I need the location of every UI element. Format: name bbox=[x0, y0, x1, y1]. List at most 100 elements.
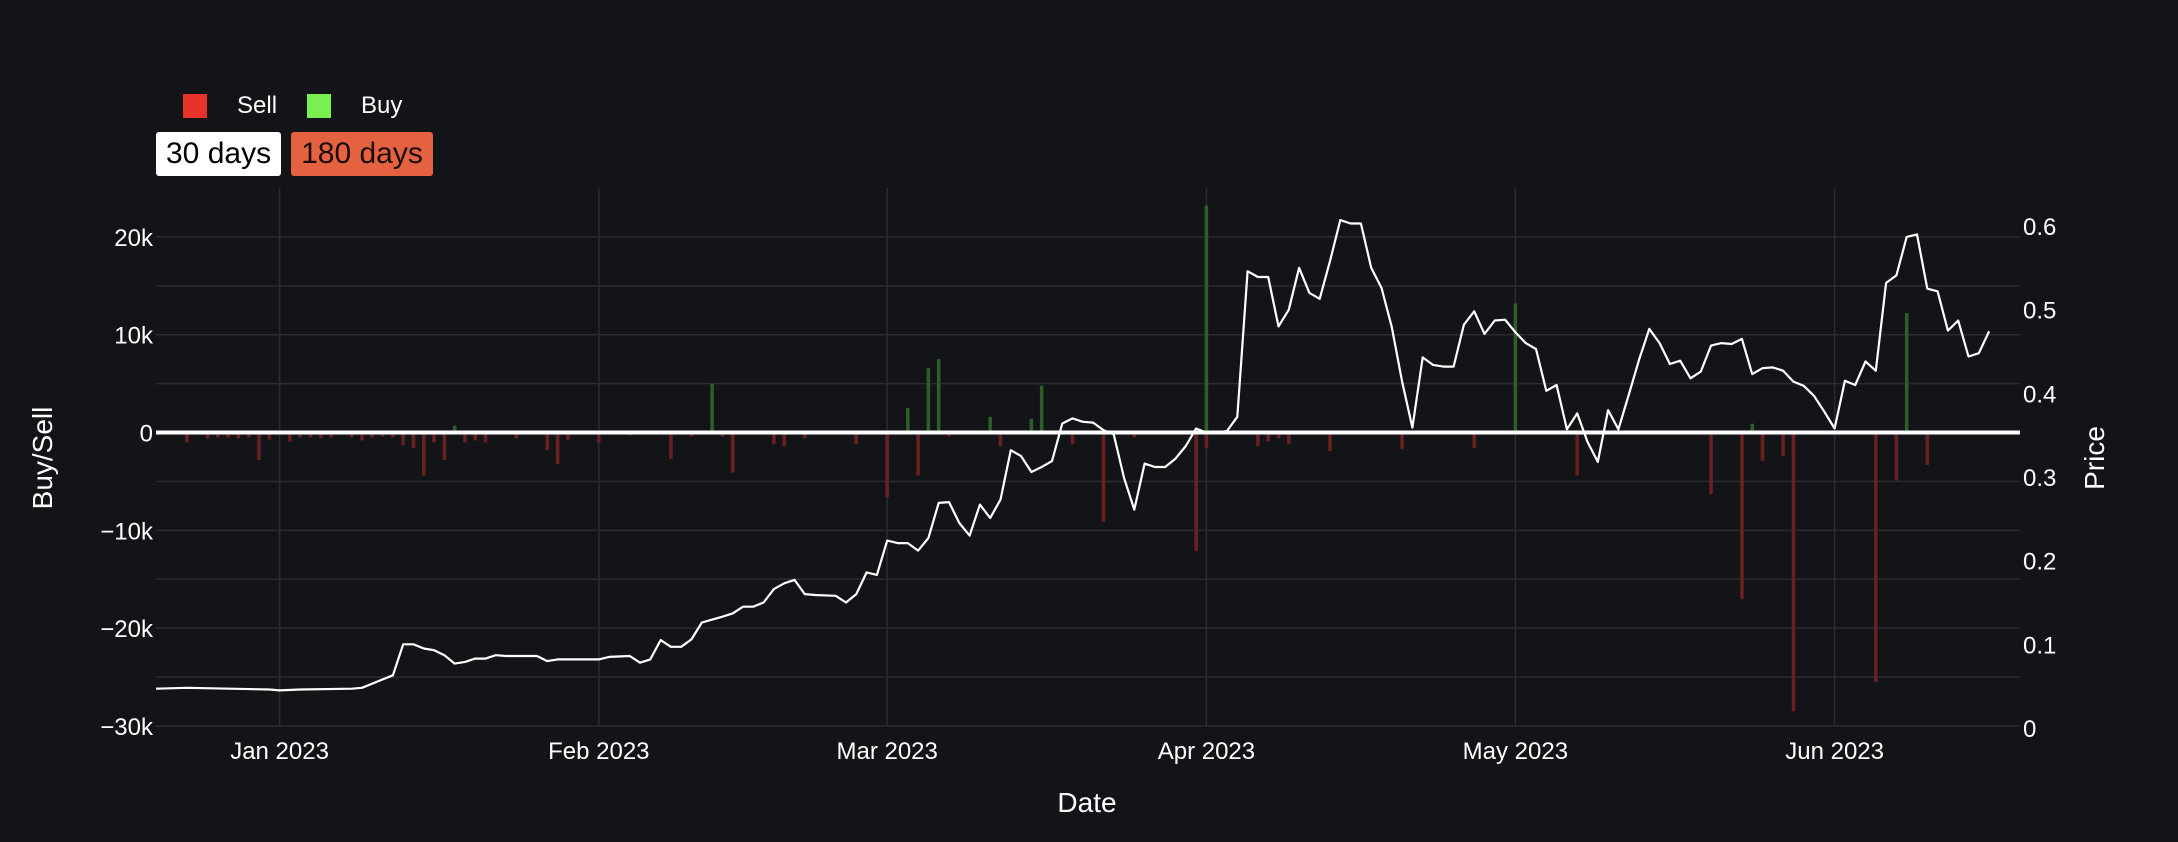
y-right-tick-label: 0.3 bbox=[2023, 465, 2056, 492]
sell-bar bbox=[349, 432, 354, 438]
sell-bar bbox=[730, 432, 735, 473]
sell-bar bbox=[1791, 432, 1796, 712]
y-right-tick-label: 0.1 bbox=[2023, 632, 2056, 659]
sell-bar bbox=[216, 432, 220, 438]
buy-bar bbox=[1039, 385, 1044, 433]
sell-bar bbox=[545, 432, 550, 451]
sell-bar bbox=[885, 432, 889, 498]
sell-bar bbox=[1266, 432, 1270, 442]
x-axis-title: Date bbox=[1057, 787, 1116, 818]
x-tick-label: Apr 2023 bbox=[1158, 738, 1255, 765]
sell-bar bbox=[205, 432, 210, 439]
sell-bar bbox=[442, 432, 447, 460]
sell-bar bbox=[1400, 432, 1404, 450]
sell-bar bbox=[422, 432, 426, 476]
sell-bar bbox=[370, 432, 375, 438]
sell-bar bbox=[432, 432, 436, 443]
y-left-tick-label: 0 bbox=[140, 421, 153, 448]
sell-bar bbox=[401, 432, 405, 446]
buy-bar bbox=[1513, 303, 1518, 433]
sell-bar bbox=[1781, 432, 1785, 457]
x-tick-label: Jan 2023 bbox=[230, 738, 329, 765]
sell-bar bbox=[473, 432, 477, 441]
bars bbox=[185, 205, 1930, 712]
sell-bar bbox=[185, 432, 189, 443]
legend-item-buy[interactable]: Buy bbox=[307, 92, 402, 120]
y-left-tick-label: −20k bbox=[100, 616, 154, 643]
sell-bar bbox=[483, 432, 488, 443]
sell-bar bbox=[782, 432, 786, 447]
price-line bbox=[155, 219, 1991, 692]
sell-bar bbox=[246, 432, 251, 438]
legend: Sell Buy bbox=[183, 92, 432, 120]
sell-bar bbox=[1132, 432, 1137, 438]
sell-bar bbox=[1925, 432, 1930, 465]
legend-label-sell: Sell bbox=[237, 92, 278, 119]
sell-bar bbox=[597, 432, 601, 443]
y-axis-left-title: Buy/Sell bbox=[27, 407, 58, 510]
sell-bar bbox=[1740, 432, 1744, 599]
buy-swatch-icon bbox=[307, 94, 332, 118]
sell-bar bbox=[1575, 432, 1579, 476]
sell-bar bbox=[1328, 432, 1332, 452]
y-right-tick-label: 0.2 bbox=[2023, 549, 2056, 576]
sell-bar bbox=[1472, 432, 1476, 449]
buy-bar bbox=[926, 367, 931, 433]
sell-bar bbox=[1194, 432, 1198, 551]
sell-bar bbox=[298, 432, 302, 438]
sell-bar bbox=[998, 432, 1003, 447]
sell-bar bbox=[1760, 432, 1765, 461]
sell-bar bbox=[1070, 432, 1075, 445]
sell-bar bbox=[236, 432, 241, 439]
sell-bar bbox=[1101, 432, 1106, 522]
x-tick-label: Feb 2023 bbox=[548, 738, 649, 765]
sell-bar bbox=[226, 432, 230, 438]
sell-bar bbox=[411, 432, 416, 449]
y-right-tick-label: 0.4 bbox=[2023, 381, 2056, 408]
sell-bar bbox=[1256, 432, 1260, 447]
buy-bar bbox=[988, 416, 992, 433]
sell-bar bbox=[360, 432, 364, 441]
sell-bar bbox=[1276, 432, 1281, 439]
sell-bar bbox=[391, 432, 395, 438]
sell-bar bbox=[463, 432, 467, 443]
y-left-tick-label: −10k bbox=[100, 518, 154, 545]
sell-bar bbox=[267, 432, 272, 440]
sell-bar bbox=[1204, 432, 1209, 449]
legend-item-sell[interactable]: Sell bbox=[183, 92, 277, 120]
y-right-tick-label: 0.5 bbox=[2023, 298, 2056, 325]
buy-bar bbox=[1029, 418, 1034, 433]
sell-bar bbox=[1709, 432, 1713, 495]
sell-bar bbox=[1874, 432, 1878, 682]
sell-bar bbox=[1287, 432, 1291, 445]
buy-bar bbox=[1204, 205, 1209, 433]
x-tick-label: Jun 2023 bbox=[1785, 738, 1884, 765]
range-180-days-button[interactable]: 180 days bbox=[291, 132, 433, 176]
y-left-tick-label: 10k bbox=[114, 323, 154, 350]
sell-bar bbox=[803, 432, 807, 439]
range-30-days-button[interactable]: 30 days bbox=[156, 132, 282, 176]
sell-bar bbox=[1894, 432, 1899, 481]
sell-bar bbox=[854, 432, 859, 445]
sell-bar bbox=[514, 432, 519, 439]
sell-bar bbox=[257, 432, 261, 460]
y-axis-right-title: Price bbox=[2079, 426, 2110, 490]
x-tick-label: May 2023 bbox=[1463, 738, 1568, 765]
sell-swatch-icon bbox=[183, 94, 207, 118]
sell-bar bbox=[772, 432, 776, 445]
buy-bar bbox=[906, 408, 910, 433]
y-left-tick-label: −30k bbox=[100, 714, 154, 741]
buy-bar bbox=[452, 425, 457, 433]
sell-bar bbox=[329, 432, 333, 438]
legend-label-buy: Buy bbox=[361, 92, 403, 119]
sell-bar bbox=[916, 432, 920, 476]
buy-bar bbox=[1750, 423, 1754, 433]
sell-bar bbox=[288, 432, 292, 442]
sell-bar bbox=[555, 432, 560, 464]
sell-bar bbox=[566, 432, 570, 441]
y-right-tick-label: 0.6 bbox=[2023, 214, 2056, 241]
sell-bar bbox=[308, 432, 313, 438]
y-left-tick-label: 20k bbox=[114, 225, 154, 252]
axes: 20k 10k 0 −10k −20k −30k 0.6 0.5 0.4 0.3 0.2 0.1 0 Ja… bbox=[100, 214, 2056, 765]
